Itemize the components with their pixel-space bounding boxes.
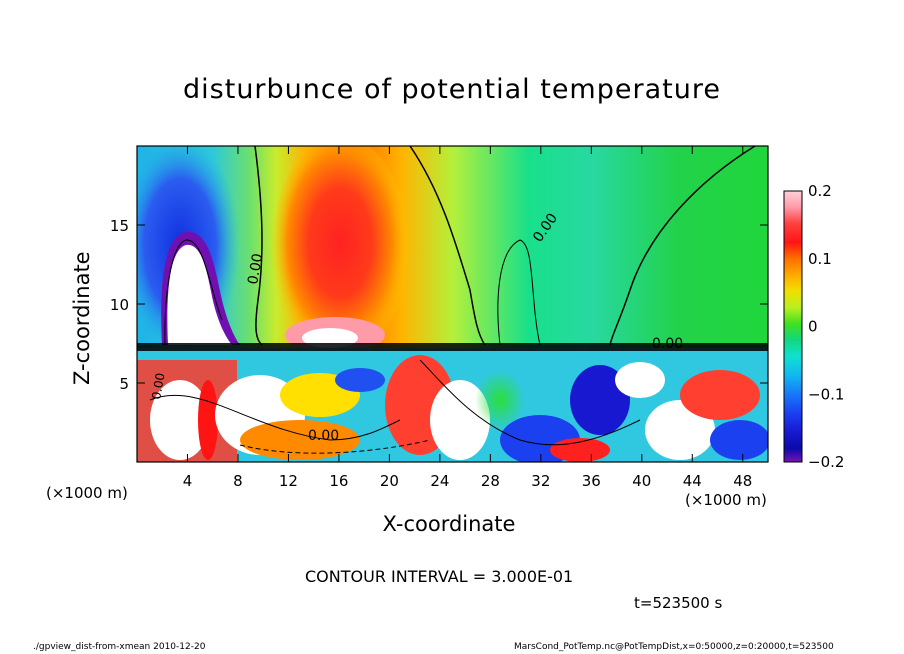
x-tick-label: 28	[481, 472, 500, 490]
x-tick-label: 32	[531, 472, 550, 490]
x-tick-label: 20	[380, 472, 399, 490]
y-tick-label: 10	[110, 296, 129, 314]
y-axis: 5 10 15	[110, 217, 768, 393]
x-tick-label: 40	[632, 472, 651, 490]
x-axis: 4 8 12 16 20 24 28 32 36 40 44 48	[183, 146, 752, 490]
x-tick-label: 12	[279, 472, 298, 490]
x-tick-label: 44	[683, 472, 702, 490]
contour-interval-text: CONTOUR INTERVAL = 3.000E-01	[305, 567, 574, 586]
x-tick-label: 4	[183, 472, 193, 490]
colorbar-tick-label: 0.2	[808, 182, 832, 200]
colorbar	[783, 190, 803, 463]
colorbar-tick-label: 0	[808, 318, 818, 336]
x-tick-label: 24	[430, 472, 449, 490]
contour-label: 0.00	[652, 336, 683, 352]
x-tick-label: 8	[233, 472, 243, 490]
y-tick-label: 15	[110, 217, 129, 235]
contour-label: 0.00	[308, 428, 339, 444]
time-label: t=523500 s	[634, 594, 723, 612]
chart-title: disturbunce of potential temperature	[183, 74, 721, 105]
x-axis-label: X-coordinate	[0, 512, 904, 536]
x-tick-label: 48	[733, 472, 752, 490]
colorbar-tick-label: −0.1	[808, 385, 844, 403]
heatmap-field	[137, 146, 768, 462]
contour-label: 0.00	[245, 252, 266, 285]
x-unit-left: (×1000 m)	[46, 484, 128, 502]
colorbar-ticks: 0.2 0.1 0 −0.1 −0.2	[808, 182, 844, 471]
colorbar-tick-label: 0.1	[808, 250, 832, 268]
footer-script-info: ./gpview_dist-from-xmean 2010-12-20	[33, 642, 206, 652]
y-axis-label: Z-coordinate	[70, 251, 94, 385]
x-tick-label: 36	[582, 472, 601, 490]
contour-label: 0.00	[149, 372, 167, 401]
y-tick-label: 5	[119, 375, 129, 393]
colorbar-tick-label: −0.2	[808, 453, 844, 471]
footer-data-source: MarsCond_PotTemp.nc@PotTempDist,x=0:5000…	[514, 642, 834, 652]
x-unit-right: (×1000 m)	[685, 491, 767, 509]
x-axis-label-text: X-coordinate	[382, 512, 516, 536]
x-tick-label: 16	[329, 472, 348, 490]
